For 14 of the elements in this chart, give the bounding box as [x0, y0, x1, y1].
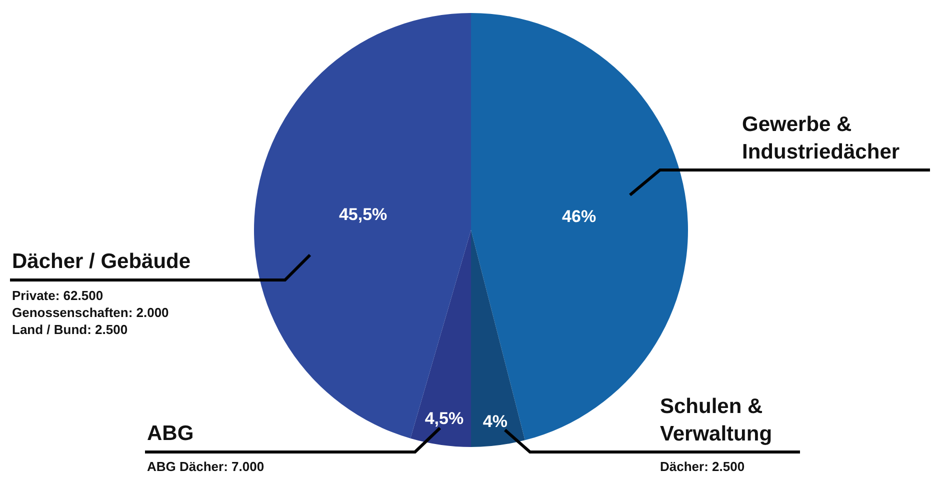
slice-label: Dächer / Gebäude — [12, 250, 191, 273]
data-label: 4% — [482, 412, 508, 431]
data-label: 46% — [562, 206, 596, 226]
slice-label: Schulen & Verwaltung — [660, 395, 772, 446]
text: Dächer: 2.500 — [660, 459, 745, 474]
pie-slice — [254, 13, 471, 438]
text: Private: 62.500 Genossenschaften: 2.000 Land / Bund: 2.500 — [12, 288, 169, 337]
slice-label: Gewerbe & Industriedächer — [742, 113, 900, 164]
data-label: 4,5% — [424, 408, 464, 428]
pie-slice — [471, 230, 525, 447]
text: ABG Dächer: 7.000 — [147, 459, 264, 474]
pie-slice — [410, 230, 471, 447]
slice-label: ABG — [147, 422, 194, 445]
data-label: 45,5% — [338, 205, 388, 224]
